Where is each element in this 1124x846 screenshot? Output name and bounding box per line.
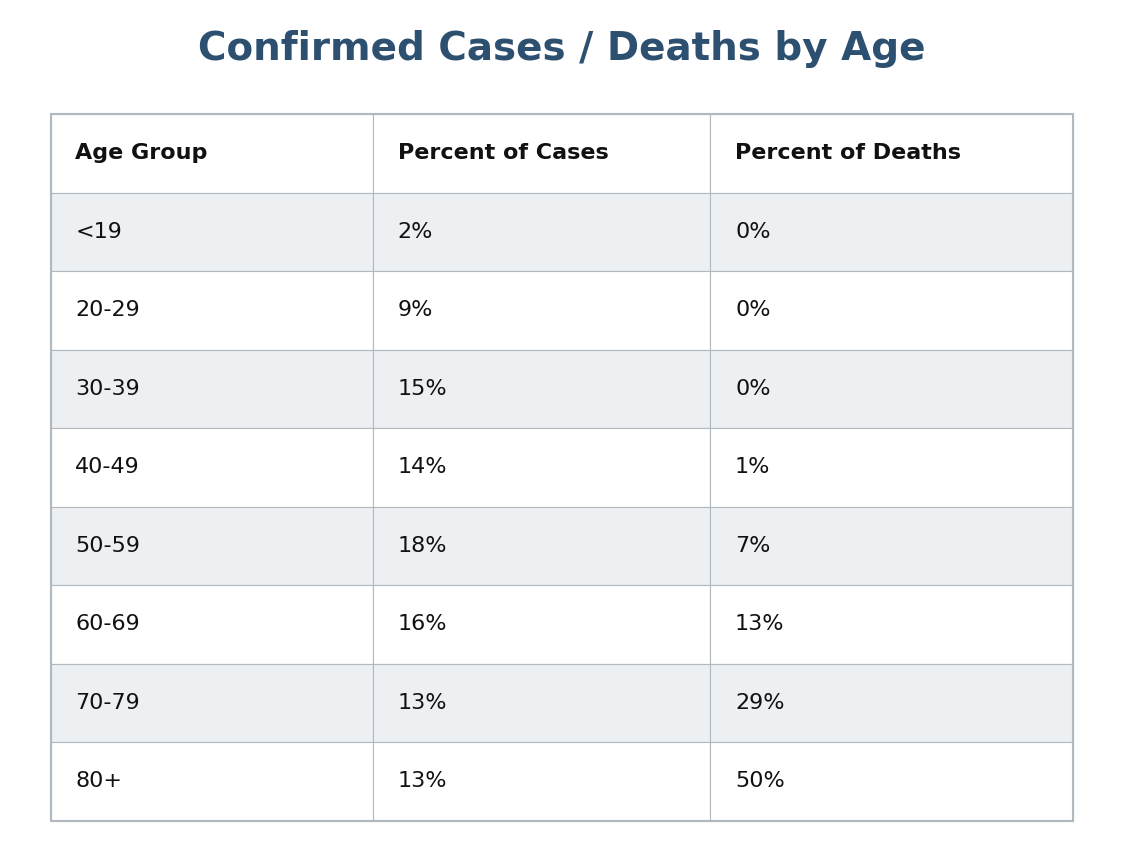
Text: Percent of Cases: Percent of Cases	[398, 144, 608, 163]
Text: 50%: 50%	[735, 772, 785, 791]
Text: 1%: 1%	[735, 458, 770, 477]
Text: 30-39: 30-39	[75, 379, 140, 399]
Text: 50-59: 50-59	[75, 536, 140, 556]
Text: Confirmed Cases / Deaths by Age: Confirmed Cases / Deaths by Age	[198, 30, 926, 68]
Text: 80+: 80+	[75, 772, 123, 791]
Text: 40-49: 40-49	[75, 458, 140, 477]
Text: 2%: 2%	[398, 222, 433, 242]
Text: 60-69: 60-69	[75, 614, 140, 634]
Text: 13%: 13%	[398, 693, 447, 713]
Text: Age Group: Age Group	[75, 144, 208, 163]
Text: 16%: 16%	[398, 614, 447, 634]
Text: 0%: 0%	[735, 300, 771, 321]
Text: 15%: 15%	[398, 379, 447, 399]
Text: 70-79: 70-79	[75, 693, 140, 713]
Text: 0%: 0%	[735, 222, 771, 242]
Text: 18%: 18%	[398, 536, 447, 556]
Text: 7%: 7%	[735, 536, 770, 556]
Text: 13%: 13%	[398, 772, 447, 791]
Text: Percent of Deaths: Percent of Deaths	[735, 144, 961, 163]
Text: 9%: 9%	[398, 300, 433, 321]
Text: 13%: 13%	[735, 614, 785, 634]
Text: 0%: 0%	[735, 379, 771, 399]
Text: <19: <19	[75, 222, 123, 242]
Text: 29%: 29%	[735, 693, 785, 713]
Text: 20-29: 20-29	[75, 300, 140, 321]
Text: 14%: 14%	[398, 458, 447, 477]
